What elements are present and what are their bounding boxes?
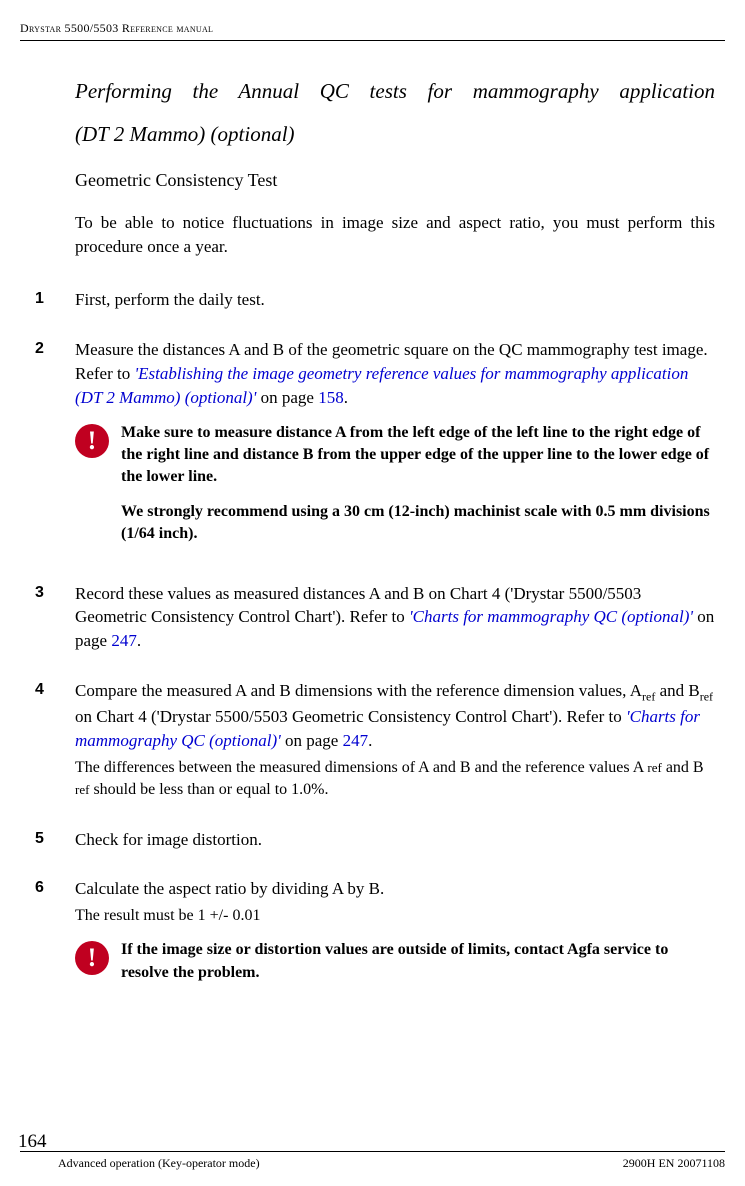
- main-content: Performing the Annual QC tests for mammo…: [20, 76, 725, 994]
- step-body: Record these values as measured distance…: [75, 582, 715, 653]
- ref-text: ref: [75, 782, 89, 797]
- step-4: 4 Compare the measured A and B dimension…: [75, 679, 715, 802]
- step-subtext: The differences between the measured dim…: [75, 757, 715, 802]
- step-6: 6 Calculate the aspect ratio by dividing…: [75, 877, 715, 994]
- subscript: ref: [642, 689, 655, 703]
- text: on page: [281, 731, 343, 750]
- footer-right: 2900H EN 20071108: [623, 1155, 725, 1172]
- text: should be less than or equal to 1.0%.: [89, 781, 328, 798]
- text: The differences between the measured dim…: [75, 759, 647, 776]
- page-ref-link[interactable]: 247: [343, 731, 369, 750]
- step-number: 3: [35, 582, 75, 653]
- step-5: 5 Check for image distortion.: [75, 828, 715, 852]
- text: and B: [655, 681, 699, 700]
- callout-text: Make sure to measure distance A from the…: [121, 422, 715, 546]
- warning-icon: !: [75, 424, 109, 458]
- callout-paragraph: Make sure to measure distance A from the…: [121, 422, 715, 489]
- cross-ref-link[interactable]: 'Establishing the image geometry referen…: [75, 364, 688, 407]
- callout-text: If the image size or distortion values a…: [121, 939, 715, 984]
- ref-text: ref: [647, 760, 661, 775]
- callout-paragraph: We strongly recommend using a 30 cm (12-…: [121, 501, 715, 546]
- step-body: Compare the measured A and B dimensions …: [75, 679, 715, 802]
- text: .: [344, 388, 348, 407]
- text: and B: [662, 759, 704, 776]
- step-number: 4: [35, 679, 75, 802]
- step-body: First, perform the daily test.: [75, 288, 715, 312]
- step-body: Calculate the aspect ratio by dividing A…: [75, 877, 715, 994]
- footer-left: Advanced operation (Key-operator mode): [20, 1155, 260, 1172]
- text: Compare the measured A and B dimensions …: [75, 681, 642, 700]
- step-1: 1 First, perform the daily test.: [75, 288, 715, 312]
- step-number: 6: [35, 877, 75, 994]
- step-2: 2 Measure the distances A and B of the g…: [75, 338, 715, 555]
- step-body: Measure the distances A and B of the geo…: [75, 338, 715, 555]
- callout-paragraph: If the image size or distortion values a…: [121, 939, 715, 984]
- section-title-line1: Performing the Annual QC tests for mammo…: [75, 76, 715, 106]
- subsection-title: Geometric Consistency Test: [75, 168, 715, 193]
- step-number: 1: [35, 288, 75, 312]
- warning-icon: !: [75, 941, 109, 975]
- page-ref-link[interactable]: 247: [111, 631, 137, 650]
- page-footer: Advanced operation (Key-operator mode) 2…: [0, 1151, 745, 1172]
- warning-callout: ! If the image size or distortion values…: [75, 939, 715, 984]
- text: .: [137, 631, 141, 650]
- cross-ref-link[interactable]: 'Charts for mammography QC (optional)': [409, 607, 693, 626]
- text: .: [368, 731, 372, 750]
- step-3: 3 Record these values as measured distan…: [75, 582, 715, 653]
- text: Calculate the aspect ratio by dividing A…: [75, 879, 384, 898]
- text: on Chart 4 ('Drystar 5500/5503 Geometric…: [75, 707, 626, 726]
- text: on page: [256, 388, 318, 407]
- warning-callout: ! Make sure to measure distance A from t…: [75, 422, 715, 546]
- running-head: Drystar 5500/5503 Reference manual: [20, 20, 725, 41]
- intro-paragraph: To be able to notice fluctuations in ima…: [75, 211, 715, 259]
- page-ref-link[interactable]: 158: [318, 388, 344, 407]
- step-number: 5: [35, 828, 75, 852]
- step-body: Check for image distortion.: [75, 828, 715, 852]
- section-title-line2: (DT 2 Mammo) (optional): [75, 120, 715, 149]
- step-number: 2: [35, 338, 75, 555]
- step-subtext: The result must be 1 +/- 0.01: [75, 905, 715, 927]
- subscript: ref: [700, 689, 713, 703]
